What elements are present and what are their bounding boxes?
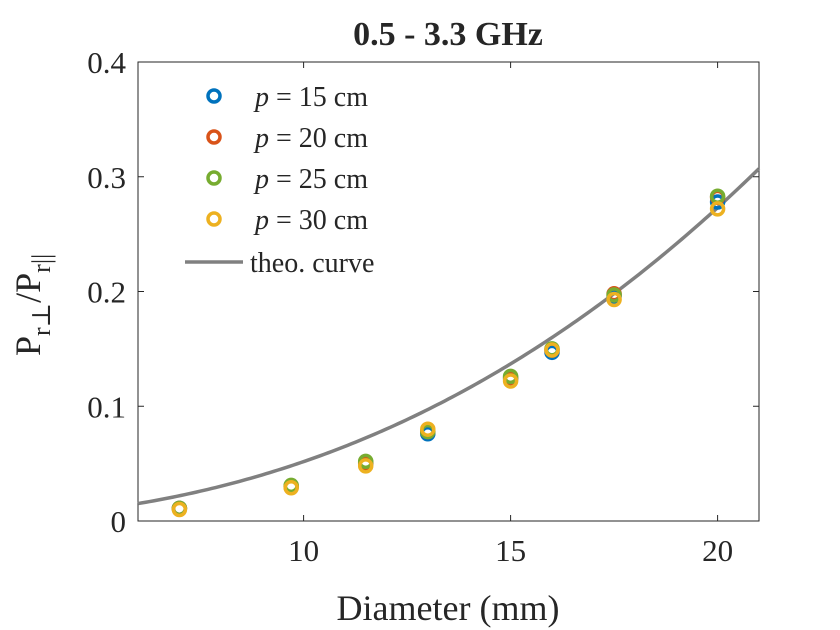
legend-marker-p25 — [206, 170, 222, 186]
legend-p-italic: p — [253, 82, 269, 113]
data-point-series-3-5 — [544, 342, 560, 358]
legend: p = 15 cm p = 20 cm p = 25 cm p = 30 cm … — [185, 82, 374, 279]
legend-item-p25: p = 25 cm — [206, 164, 368, 195]
theory-curve-layer — [137, 167, 761, 506]
chart-title: 0.5 - 3.3 GHz — [353, 16, 543, 53]
legend-marker-p15 — [206, 88, 222, 104]
legend-marker-p30 — [206, 211, 222, 227]
y-tick-label: 0.1 — [87, 389, 126, 424]
svg-text:Pr⊥/Pr||: Pr⊥/Pr|| — [8, 254, 56, 356]
y-label-base-2: P — [8, 273, 48, 293]
x-tick-label: 15 — [495, 533, 526, 568]
y-tick-label: 0.4 — [87, 45, 126, 80]
data-point-series-3-1 — [283, 479, 299, 496]
legend-item-p15: p = 15 cm — [206, 82, 368, 113]
legend-p-italic: p — [253, 205, 269, 236]
x-tick-label: 20 — [702, 533, 733, 568]
data-point-series-3-7 — [709, 201, 726, 217]
legend-marker-p20 — [206, 129, 222, 145]
x-axis-ticks: 10 15 20 — [288, 62, 733, 568]
y-tick-label: 0.3 — [87, 160, 126, 195]
svg-text:p = 20 cm: p = 20 cm — [253, 123, 368, 154]
y-label-base-1: P — [8, 336, 48, 356]
data-point-series-3-0 — [171, 501, 188, 518]
legend-text-p15: = 15 cm — [269, 82, 368, 113]
legend-item-p20: p = 20 cm — [206, 123, 368, 154]
data-point-series-3-2 — [357, 458, 374, 474]
y-label-slash: / — [8, 293, 48, 303]
y-label-sub-2: r|| — [27, 254, 56, 273]
y-label-sub-1: r⊥ — [27, 303, 56, 336]
plot-area — [137, 61, 760, 522]
legend-text-p30: = 30 cm — [269, 205, 368, 236]
legend-p-italic: p — [253, 164, 269, 195]
svg-text:p = 30 cm: p = 30 cm — [253, 205, 368, 236]
svg-text:p = 25 cm: p = 25 cm — [253, 164, 368, 195]
legend-item-p30: p = 30 cm — [206, 205, 368, 236]
y-axis-ticks: 0 0.1 0.2 0.3 0.4 — [87, 45, 759, 539]
y-tick-label: 0.2 — [87, 275, 126, 310]
theory-curve — [137, 167, 761, 506]
data-point-series-3-6 — [606, 291, 622, 308]
legend-p-italic: p — [253, 123, 269, 154]
y-axis-label: Pr⊥/Pr|| — [8, 254, 56, 356]
data-point-series-3-3 — [420, 421, 436, 437]
legend-text-p20: = 20 cm — [269, 123, 368, 154]
x-axis-label: Diameter (mm) — [337, 588, 560, 628]
legend-item-theory: theo. curve — [185, 248, 374, 279]
x-tick-label: 10 — [288, 533, 319, 568]
svg-text:p = 15 cm: p = 15 cm — [253, 82, 368, 113]
data-points-layer — [171, 188, 726, 518]
y-tick-label: 0 — [111, 504, 127, 539]
data-point-series-3-4 — [502, 373, 519, 389]
legend-text-theory: theo. curve — [250, 248, 374, 279]
legend-text-p25: = 25 cm — [269, 164, 368, 195]
